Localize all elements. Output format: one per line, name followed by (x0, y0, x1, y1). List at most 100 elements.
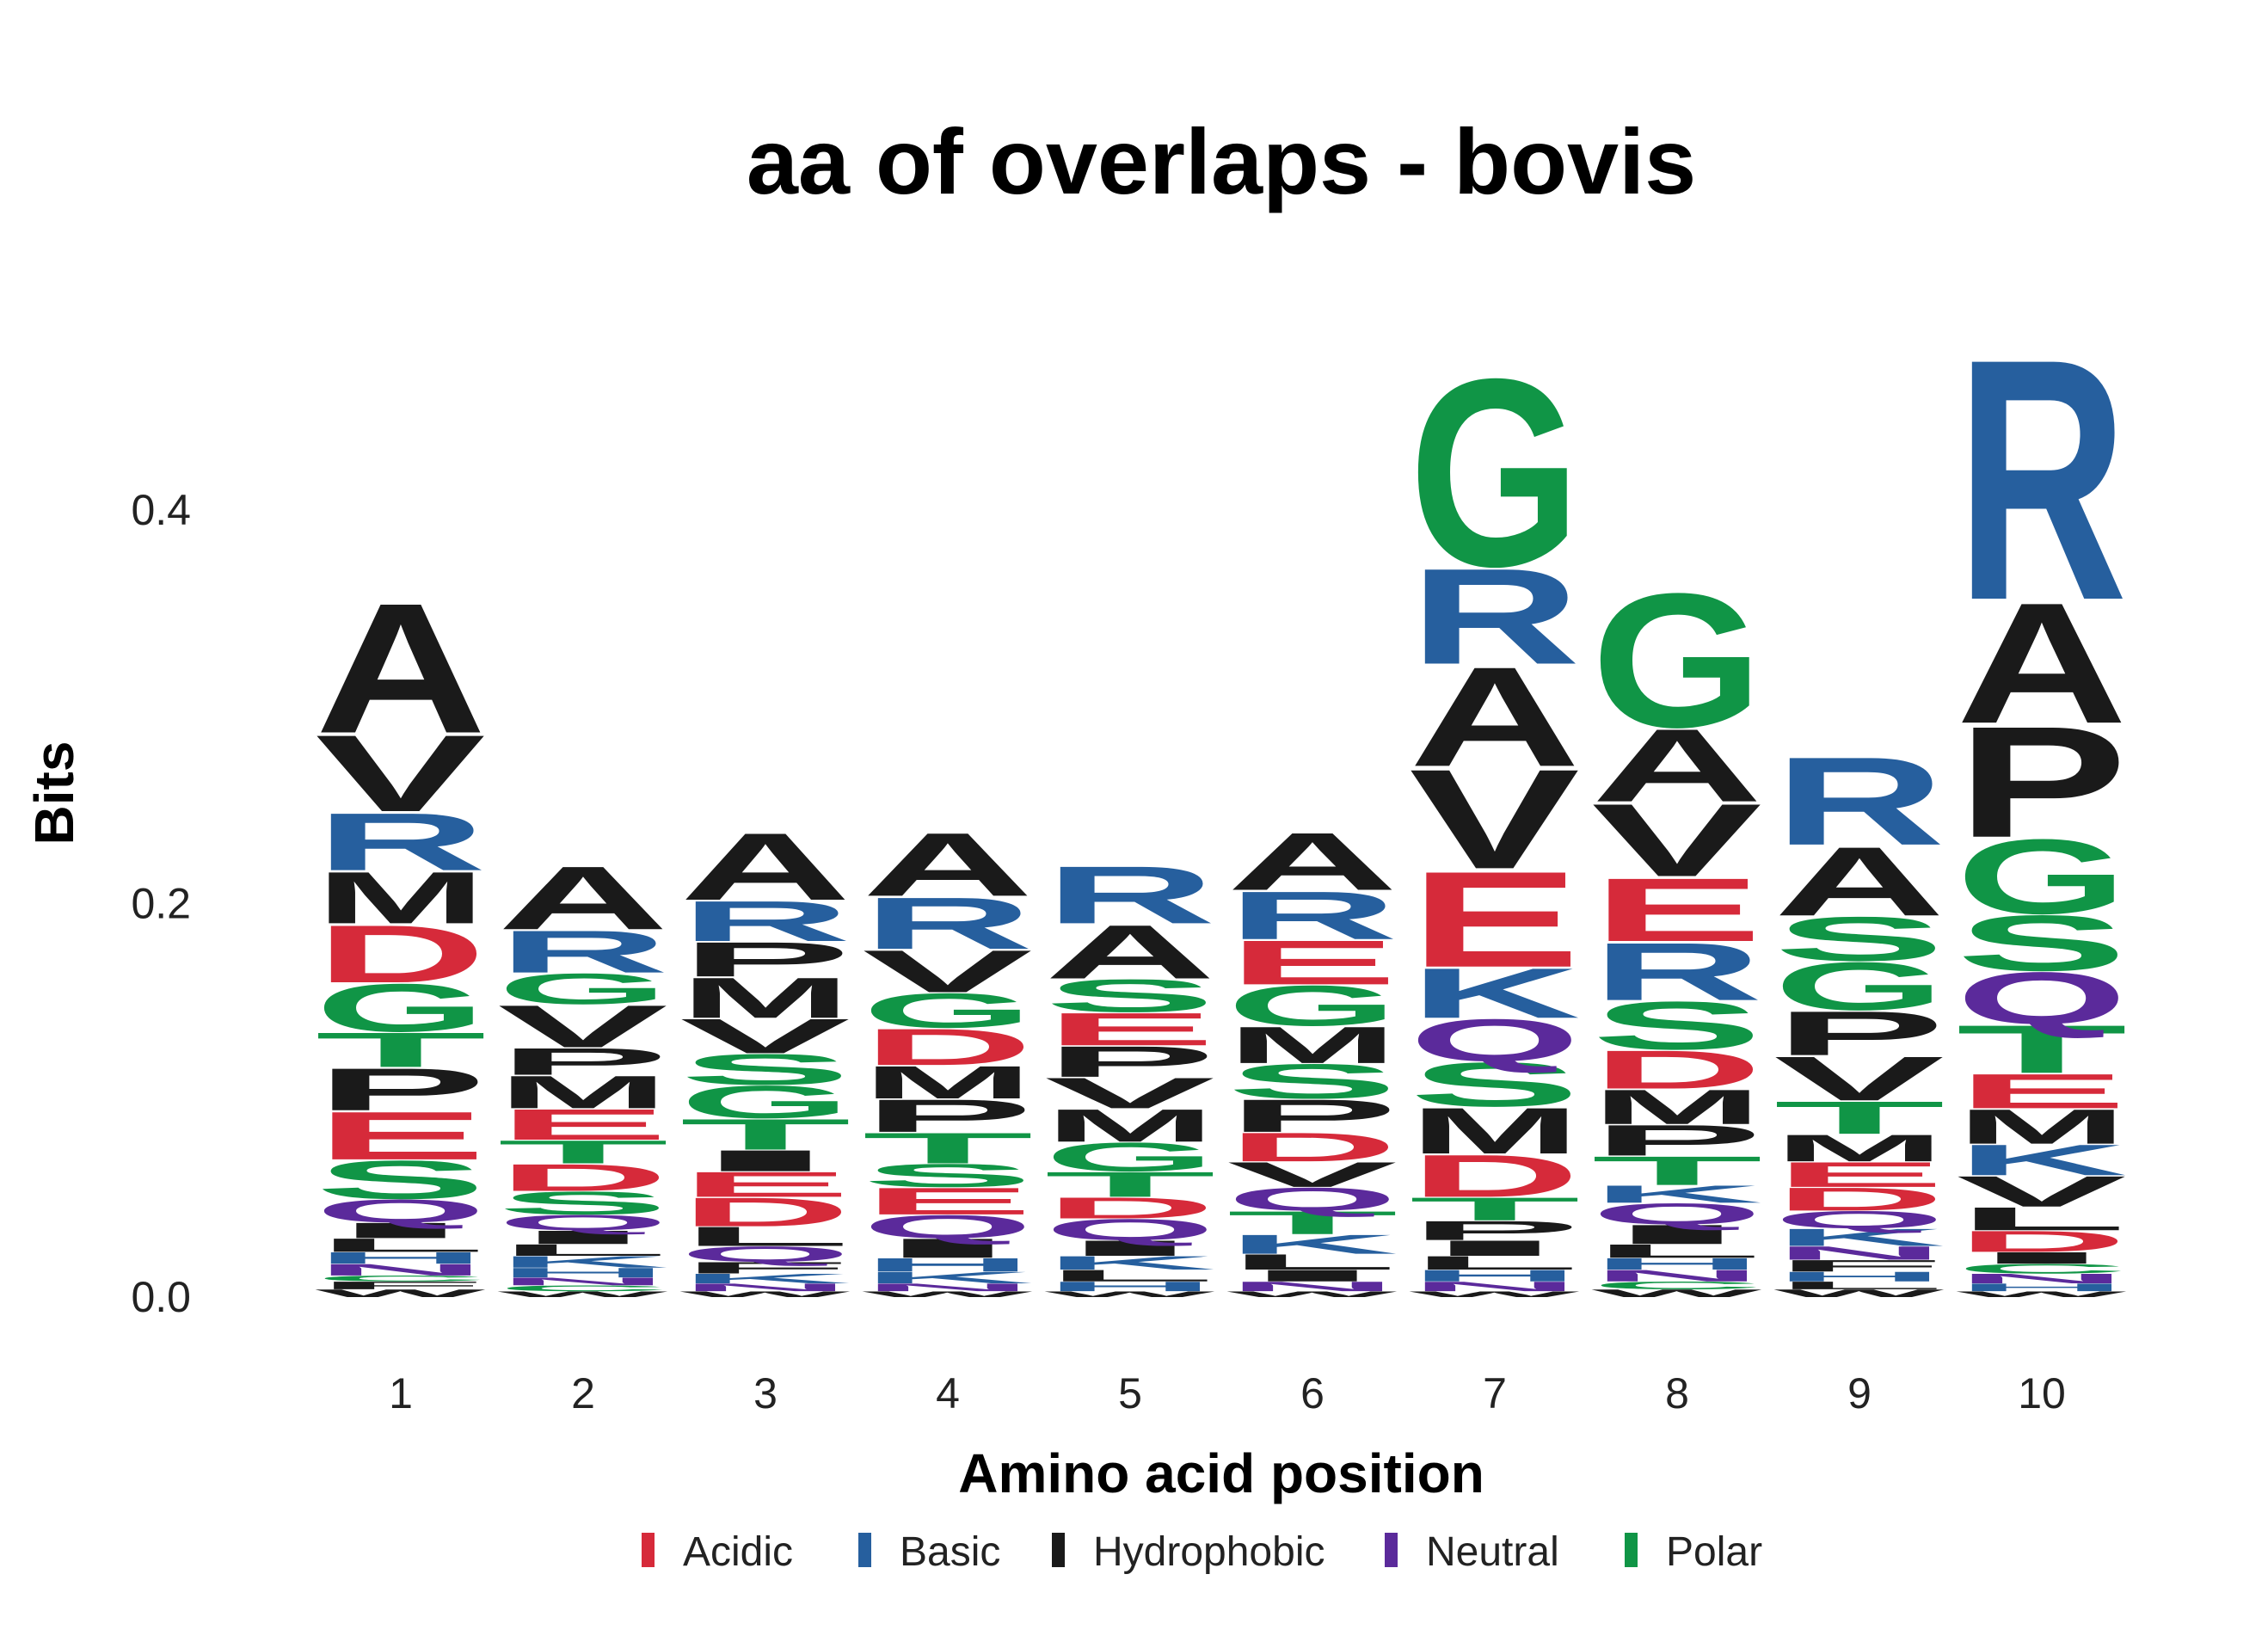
logo-letter: Q (315, 1193, 486, 1230)
logo-letter: I (679, 1144, 851, 1178)
logo-letter: M (1773, 1127, 1945, 1170)
logo-letter: D (315, 908, 486, 1000)
logo-letter: G (1591, 554, 1762, 767)
logo-letter: L (1591, 1240, 1762, 1262)
logo-letter: N (1773, 1243, 1945, 1264)
logo-letter: D (1773, 1181, 1945, 1218)
logo-letter: S (315, 1149, 486, 1210)
logo-letter: G (1409, 323, 1580, 622)
x-tick-label: 4 (936, 1369, 960, 1417)
logo-letter: W (862, 1289, 1032, 1299)
logo-letter: C (315, 1274, 486, 1283)
logo-letter: T (315, 1023, 486, 1078)
logo-letter: W (1773, 1288, 1945, 1300)
logo-letter: D (497, 1156, 668, 1199)
x-tick-label: 6 (1300, 1369, 1325, 1417)
logo-letter: R (679, 889, 851, 954)
logo-letter: V (497, 993, 667, 1060)
logo-letter: R (497, 918, 668, 985)
logo-letter: W (315, 1288, 486, 1300)
logo-letter: I (1226, 1266, 1398, 1284)
logo-letter: A (315, 564, 486, 772)
logo-letter: Q (1409, 1006, 1580, 1073)
logo-letter: P (1044, 1037, 1215, 1086)
logo-letter: E (1409, 843, 1580, 996)
logo-letter: A (1956, 568, 2127, 759)
x-axis-label: Amino acid position (958, 1442, 1484, 1504)
logo-letter: M (862, 1056, 1033, 1108)
logo-letter: I (315, 1218, 486, 1242)
logo-letter: Q (679, 1242, 851, 1266)
logo-letter: A (862, 815, 1033, 915)
logo-letter: V (1773, 1043, 1944, 1114)
logo-letter: D (1226, 1124, 1398, 1170)
x-tick-label: 3 (753, 1369, 778, 1417)
logo-letter: M (315, 857, 486, 939)
logo-letter: A (497, 848, 668, 949)
legend-swatch (1052, 1533, 1065, 1567)
logo-letter: H (497, 1265, 668, 1281)
logo-letter: P (1773, 999, 1945, 1069)
logo-letter: H (1044, 1279, 1215, 1294)
x-tick-group: 1 2 3 4 5 6 7 8 9 10 (389, 1369, 2066, 1417)
x-tick-label: 9 (1847, 1369, 1872, 1417)
logo-letter: I (1956, 1249, 2127, 1267)
logo-letter: R (862, 882, 1033, 965)
logo-letter: I (862, 1233, 1033, 1264)
logo-letter: D (862, 1018, 1033, 1076)
logo-letter: D (1044, 1191, 1215, 1225)
logo-letter: H (1409, 1267, 1580, 1285)
logo-stacks: WFCNHLIQSEPTGDMRVAWCNHKLIQSDTEMPVGRAWNKF… (315, 287, 2127, 1300)
logo-letter: T (1773, 1091, 1945, 1144)
logo-letter: L (679, 1221, 851, 1252)
logo-letter: E (862, 1180, 1033, 1223)
logo-letter: N (1409, 1279, 1580, 1294)
logo-letter: R (1409, 540, 1580, 693)
logo-letter: Q (1044, 1213, 1215, 1246)
logo-letter: T (1044, 1165, 1215, 1204)
logo-letter: G (679, 1076, 851, 1128)
logo-letter: H (1591, 1255, 1762, 1273)
logo-letter: F (1773, 1257, 1945, 1275)
logo-letter: T (1226, 1204, 1398, 1241)
logo-letter: T (1956, 1012, 2127, 1088)
logo-letter: P (1956, 693, 2127, 870)
logo-letter: L (315, 1234, 486, 1256)
logo-letter: K (679, 1271, 851, 1287)
logo-letter: G (1226, 974, 1398, 1037)
logo-letter: P (1591, 1116, 1762, 1165)
logo-letter: N (1591, 1267, 1762, 1285)
logo-letter: N (315, 1261, 486, 1279)
logo-letter: V (1044, 1069, 1214, 1118)
logo-letter: E (1956, 1064, 2127, 1119)
logo-letter: A (1591, 708, 1762, 824)
x-tick-label: 2 (571, 1369, 595, 1417)
logo-letter: Q (1226, 1181, 1398, 1218)
logo-letter: E (1044, 1004, 1215, 1055)
logo-letter: P (862, 1090, 1033, 1141)
logo-letter: V (315, 713, 485, 835)
logo-letter: I (1044, 1236, 1215, 1260)
legend-swatch (1625, 1533, 1638, 1567)
logo-letter: D (679, 1190, 851, 1235)
logo-letter: M (1226, 1016, 1398, 1073)
logo-letter: S (1956, 899, 2127, 987)
logo-letter: C (1956, 1261, 2127, 1276)
logo-letter: G (1956, 817, 2127, 937)
logo-letter: Q (497, 1210, 668, 1234)
x-tick-label: 1 (389, 1369, 413, 1417)
logo-letter: E (1226, 927, 1398, 998)
logo-letter: R (315, 796, 486, 888)
logo-letter: V (1409, 740, 1579, 899)
y-tick-label: 0.2 (131, 880, 191, 928)
logo-letter: D (1409, 1142, 1580, 1209)
logo-letter: W (1956, 1289, 2126, 1299)
logo-letter: K (862, 1269, 1033, 1287)
logo-letter: S (1409, 1049, 1580, 1120)
logo-letter: T (862, 1124, 1033, 1173)
logo-letter: R (1956, 287, 2127, 672)
logo-letter: A (1044, 909, 1215, 994)
logo-letter: R (1773, 731, 1945, 871)
logo-letter: L (1409, 1252, 1580, 1274)
